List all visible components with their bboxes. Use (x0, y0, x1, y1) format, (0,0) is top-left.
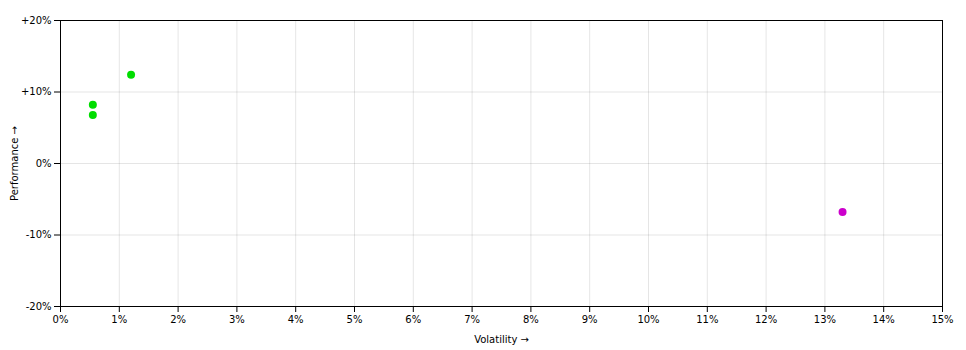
svg-text:Performance →: Performance → (9, 126, 20, 201)
svg-text:11%: 11% (696, 314, 718, 325)
svg-text:-20%: -20% (26, 301, 52, 312)
svg-text:4%: 4% (288, 314, 304, 325)
svg-text:+20%: +20% (21, 15, 52, 26)
svg-text:+10%: +10% (21, 86, 52, 97)
svg-text:9%: 9% (582, 314, 598, 325)
svg-text:1%: 1% (111, 314, 127, 325)
svg-text:15%: 15% (931, 314, 953, 325)
svg-text:8%: 8% (523, 314, 539, 325)
svg-text:13%: 13% (814, 314, 836, 325)
svg-text:7%: 7% (464, 314, 480, 325)
svg-text:3%: 3% (229, 314, 245, 325)
svg-text:12%: 12% (755, 314, 777, 325)
svg-text:10%: 10% (637, 314, 659, 325)
svg-text:2%: 2% (170, 314, 186, 325)
svg-text:14%: 14% (873, 314, 895, 325)
svg-text:Volatility →: Volatility → (474, 334, 529, 345)
svg-text:6%: 6% (405, 314, 421, 325)
svg-text:0%: 0% (36, 158, 52, 169)
svg-text:0%: 0% (53, 314, 69, 325)
svg-text:-10%: -10% (26, 229, 52, 240)
svg-text:5%: 5% (347, 314, 363, 325)
